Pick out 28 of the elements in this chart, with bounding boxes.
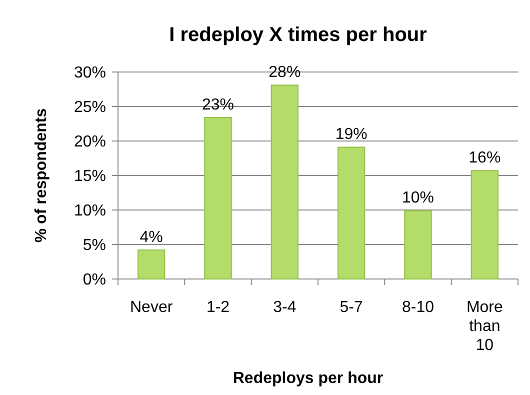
- data-label: 19%: [335, 126, 368, 144]
- x-tick-label: 1-2: [206, 299, 230, 316]
- bar: [338, 146, 366, 280]
- bar: [404, 210, 432, 280]
- bar: [204, 117, 232, 280]
- y-tick-label: 20%: [74, 134, 106, 151]
- chart-title: I redeploy X times per hour: [169, 24, 428, 46]
- y-tick-label: 10%: [74, 202, 106, 220]
- y-tick-label: 25%: [74, 99, 106, 116]
- x-tick-label: 3-4: [273, 299, 296, 316]
- x-tick-label: More than 10: [466, 299, 503, 354]
- y-axis-title: % of respondents: [33, 108, 50, 243]
- x-tick-label: 8-10: [402, 299, 434, 316]
- x-axis-title: Redeploys per hour: [232, 370, 384, 387]
- data-label: 23%: [202, 96, 234, 114]
- y-tick-label: 15%: [74, 168, 106, 186]
- data-label: 28%: [268, 64, 301, 82]
- bar: [470, 170, 498, 280]
- data-label: 4%: [140, 229, 163, 246]
- y-tick-label: 30%: [74, 64, 106, 82]
- x-tick-label: 5-7: [340, 299, 363, 316]
- bar: [138, 250, 166, 280]
- y-tick-label: 0%: [82, 272, 106, 289]
- y-tick-label: 5%: [82, 237, 106, 254]
- x-tick-label: Never: [130, 299, 174, 316]
- data-label: 10%: [402, 190, 434, 207]
- bar: [270, 84, 298, 280]
- data-label: 16%: [468, 150, 501, 167]
